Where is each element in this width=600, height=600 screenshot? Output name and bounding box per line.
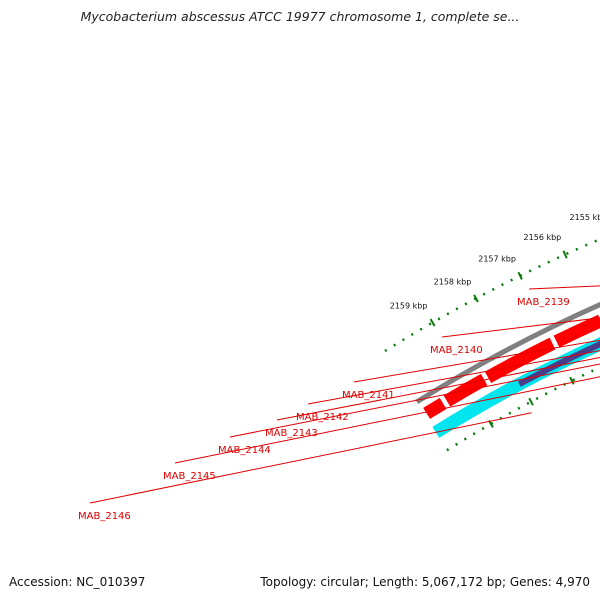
kbp-label: 2156 kbp — [524, 233, 562, 242]
backbone-circle — [415, 302, 600, 405]
gene-leader-line — [276, 357, 600, 421]
gene-label: MAB_2146 — [78, 511, 131, 522]
accession-text: Accession: NC_010397 — [9, 575, 146, 589]
map-title: Mycobacterium abscessus ATCC 19977 chrom… — [80, 9, 520, 24]
gene-label: MAB_2145 — [163, 471, 216, 482]
gene-labels: MAB_2139 MAB_2140 MAB_2141 MAB_2142 MAB_2143… — [78, 285, 600, 522]
kbp-label: 2155 kbp — [570, 213, 600, 222]
major-tick — [562, 250, 568, 259]
kbp-label: 2158 kbp — [434, 277, 472, 286]
gene-label: MAB_2142 — [296, 412, 349, 423]
feature-tracks — [415, 302, 600, 438]
kbp-label: 2159 kbp — [390, 302, 428, 311]
gene-leader-line — [307, 350, 600, 405]
gene-label: MAB_2139 — [517, 297, 570, 308]
gene-label: MAB_2144 — [218, 445, 271, 456]
major-tick — [473, 294, 479, 303]
gene-leader-line — [89, 412, 532, 504]
forward-cds — [423, 397, 447, 419]
gene-leader-line — [174, 376, 600, 464]
major-tick — [429, 318, 436, 327]
gene-leader-line — [528, 285, 600, 290]
kbp-label: 2157 kbp — [478, 255, 516, 264]
kbp-scale: 2159 kbp 2158 kbp 2157 kbp 2156 kbp 2155 kbp… — [384, 213, 600, 452]
reverse-cds — [432, 336, 600, 438]
inner-major-tick — [528, 397, 534, 406]
gene-leader-line — [441, 317, 600, 338]
genome-summary-text: Topology: circular; Length: 5,067,172 bp… — [260, 575, 590, 589]
forward-cds — [553, 314, 600, 348]
highlighted-cds — [517, 340, 600, 387]
gene-label: MAB_2141 — [342, 390, 395, 401]
major-tick — [517, 271, 523, 280]
gene-label: MAB_2143 — [265, 428, 318, 439]
gene-leader-line — [229, 363, 600, 438]
inner-major-tick — [569, 376, 575, 385]
forward-cds — [484, 337, 556, 383]
gene-label: MAB_2140 — [430, 345, 483, 356]
gene-leader-line — [353, 339, 600, 383]
